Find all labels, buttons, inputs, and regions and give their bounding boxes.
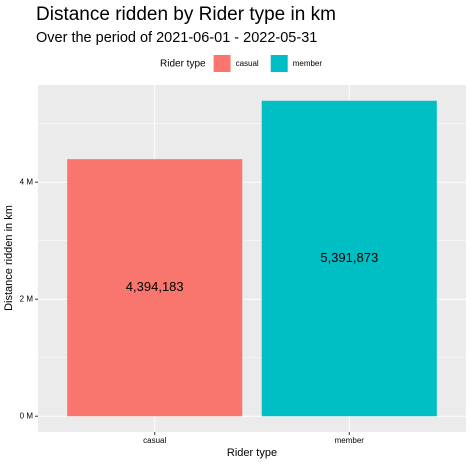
value-label: 5,391,873 <box>320 250 378 265</box>
legend-key <box>270 55 288 72</box>
chart-title: Distance ridden by Rider type in km <box>36 4 336 25</box>
y-tick-label: 0 M <box>20 411 34 420</box>
bar <box>261 100 437 417</box>
x-axis-title: Rider type <box>227 447 277 459</box>
x-tick-label: member <box>335 436 365 445</box>
chart-subtitle: Over the period of 2021-06-01 - 2022-05-… <box>36 30 317 46</box>
y-tick-label: 2 M <box>20 294 34 303</box>
y-axis-title: Distance ridden in km <box>3 205 15 311</box>
bar <box>67 159 243 417</box>
legend-label: member <box>293 59 323 68</box>
legend-title: Rider type <box>160 59 206 70</box>
x-tick-label: casual <box>143 436 166 445</box>
legend-key <box>213 55 231 72</box>
legend-label: casual <box>236 59 259 68</box>
y-tick-label: 4 M <box>20 177 34 186</box>
value-label: 4,394,183 <box>126 279 184 294</box>
